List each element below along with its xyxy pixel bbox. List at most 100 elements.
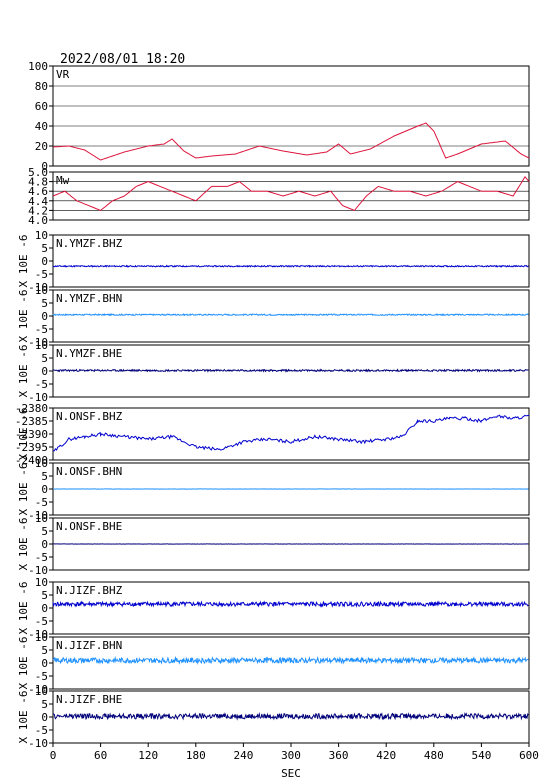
y-tick-label: -5 <box>35 670 48 683</box>
panel-frame <box>52 581 530 635</box>
y-axis-label: X 10E -6 <box>17 345 30 398</box>
y-tick-label: 0 <box>41 711 48 724</box>
y-tick-label: -10 <box>28 564 48 577</box>
panel-label: N.YMZF.BHN <box>56 292 122 305</box>
y-axis-label: X 10E -6 <box>17 408 30 461</box>
y-tick-label: 10 <box>35 576 48 589</box>
y-axis-label: X 10E -6 <box>17 518 30 571</box>
series-line <box>52 175 530 212</box>
panel-label: N.ONSF.BHE <box>56 520 122 533</box>
y-tick-label: 5 <box>41 644 48 657</box>
x-tick-label: 360 <box>329 749 349 762</box>
y-tick-label: 4.4 <box>28 195 48 208</box>
y-tick-label: 60 <box>35 100 48 113</box>
panel-frame <box>52 636 530 690</box>
y-tick-label: 5 <box>41 297 48 310</box>
y-tick-label: 10 <box>35 229 48 242</box>
x-tick-label: 60 <box>94 749 107 762</box>
y-tick-label: -2400 <box>15 454 48 467</box>
y-tick-label: 10 <box>35 685 48 698</box>
x-tick-label: 420 <box>376 749 396 762</box>
y-tick-label: 80 <box>35 80 48 93</box>
y-tick-label: 5 <box>41 470 48 483</box>
y-tick-label: -2390 <box>15 428 48 441</box>
y-tick-label: -10 <box>28 683 48 696</box>
series-line <box>52 368 529 373</box>
timestamp-title: 2022/08/01 18:20 <box>60 52 185 67</box>
y-tick-label: -2395 <box>15 441 48 454</box>
x-tick-label: 180 <box>186 749 206 762</box>
panel-label: N.ONSF.BHZ <box>56 410 123 423</box>
y-tick-label: 5 <box>41 525 48 538</box>
y-tick-label: 0 <box>41 255 48 268</box>
x-tick-label: 540 <box>471 749 491 762</box>
y-axis-label: X 10E -6 <box>17 637 30 690</box>
y-tick-label: 100 <box>28 60 48 73</box>
y-tick-label: -5 <box>35 323 48 336</box>
series-line <box>52 264 529 268</box>
y-tick-label: -5 <box>35 378 48 391</box>
y-tick-label: 5 <box>41 589 48 602</box>
y-tick-label: -10 <box>28 737 48 750</box>
y-tick-label: -2385 <box>15 415 48 428</box>
y-tick-label: -10 <box>28 628 48 641</box>
y-axis-label: X 10E -6 <box>17 463 30 516</box>
y-tick-label: -10 <box>28 509 48 522</box>
y-tick-label: 0 <box>41 602 48 615</box>
panel-frame <box>52 234 530 288</box>
y-tick-label: 4.0 <box>28 214 48 227</box>
y-tick-label: 4.6 <box>28 185 48 198</box>
y-tick-label: -5 <box>35 551 48 564</box>
y-tick-label: 10 <box>35 457 48 470</box>
y-tick-label: 4.8 <box>28 176 48 189</box>
panel-label: N.ONSF.BHN <box>56 465 122 478</box>
panel-frame <box>52 289 530 343</box>
y-tick-label: 4.2 <box>28 204 48 217</box>
y-tick-label: 10 <box>35 631 48 644</box>
x-axis-label: SEC <box>281 767 301 780</box>
y-tick-label: -10 <box>28 336 48 349</box>
y-tick-label: 5 <box>41 352 48 365</box>
panel-label: N.YMZF.BHE <box>56 347 122 360</box>
y-axis-label: X 10E -6 <box>17 582 30 635</box>
panel-label: N.JIZF.BHE <box>56 693 122 706</box>
series-line <box>52 122 530 161</box>
y-tick-label: 20 <box>35 140 48 153</box>
panel-label: N.JIZF.BHN <box>56 639 122 652</box>
panel-label: N.JIZF.BHZ <box>56 584 123 597</box>
y-tick-label: -5 <box>35 268 48 281</box>
y-tick-label: 0 <box>41 310 48 323</box>
y-tick-label: 0 <box>41 365 48 378</box>
y-tick-label: 10 <box>35 339 48 352</box>
y-tick-label: 10 <box>35 512 48 525</box>
x-tick-label: 0 <box>50 749 57 762</box>
y-tick-label: 0 <box>41 657 48 670</box>
y-tick-label: -10 <box>28 391 48 404</box>
y-tick-label: 40 <box>35 120 48 133</box>
y-tick-label: 0 <box>41 160 48 173</box>
panel-label: N.YMZF.BHZ <box>56 237 123 250</box>
series-line <box>52 414 530 452</box>
panel-label: VR <box>56 68 70 81</box>
panel-frame <box>52 65 530 167</box>
y-tick-label: 5 <box>41 242 48 255</box>
panel-label: Mw <box>56 174 70 187</box>
x-tick-label: 240 <box>233 749 253 762</box>
x-tick-label: 480 <box>424 749 444 762</box>
y-axis-label: X 10E -6 <box>17 691 30 744</box>
panel-frame <box>52 407 530 461</box>
y-tick-label: 0 <box>41 483 48 496</box>
y-tick-label: 5 <box>41 698 48 711</box>
y-tick-label: -5 <box>35 496 48 509</box>
y-tick-label: -10 <box>28 281 48 294</box>
series-line <box>52 711 529 721</box>
y-axis-label: X 10E -6 <box>17 235 30 288</box>
series-line <box>52 655 529 665</box>
y-tick-label: 0 <box>41 538 48 551</box>
y-tick-label: -5 <box>35 615 48 628</box>
x-tick-label: 600 <box>519 749 539 762</box>
series-line <box>52 600 529 608</box>
y-axis-label: X 10E -6 <box>17 290 30 343</box>
y-tick-label: 10 <box>35 284 48 297</box>
